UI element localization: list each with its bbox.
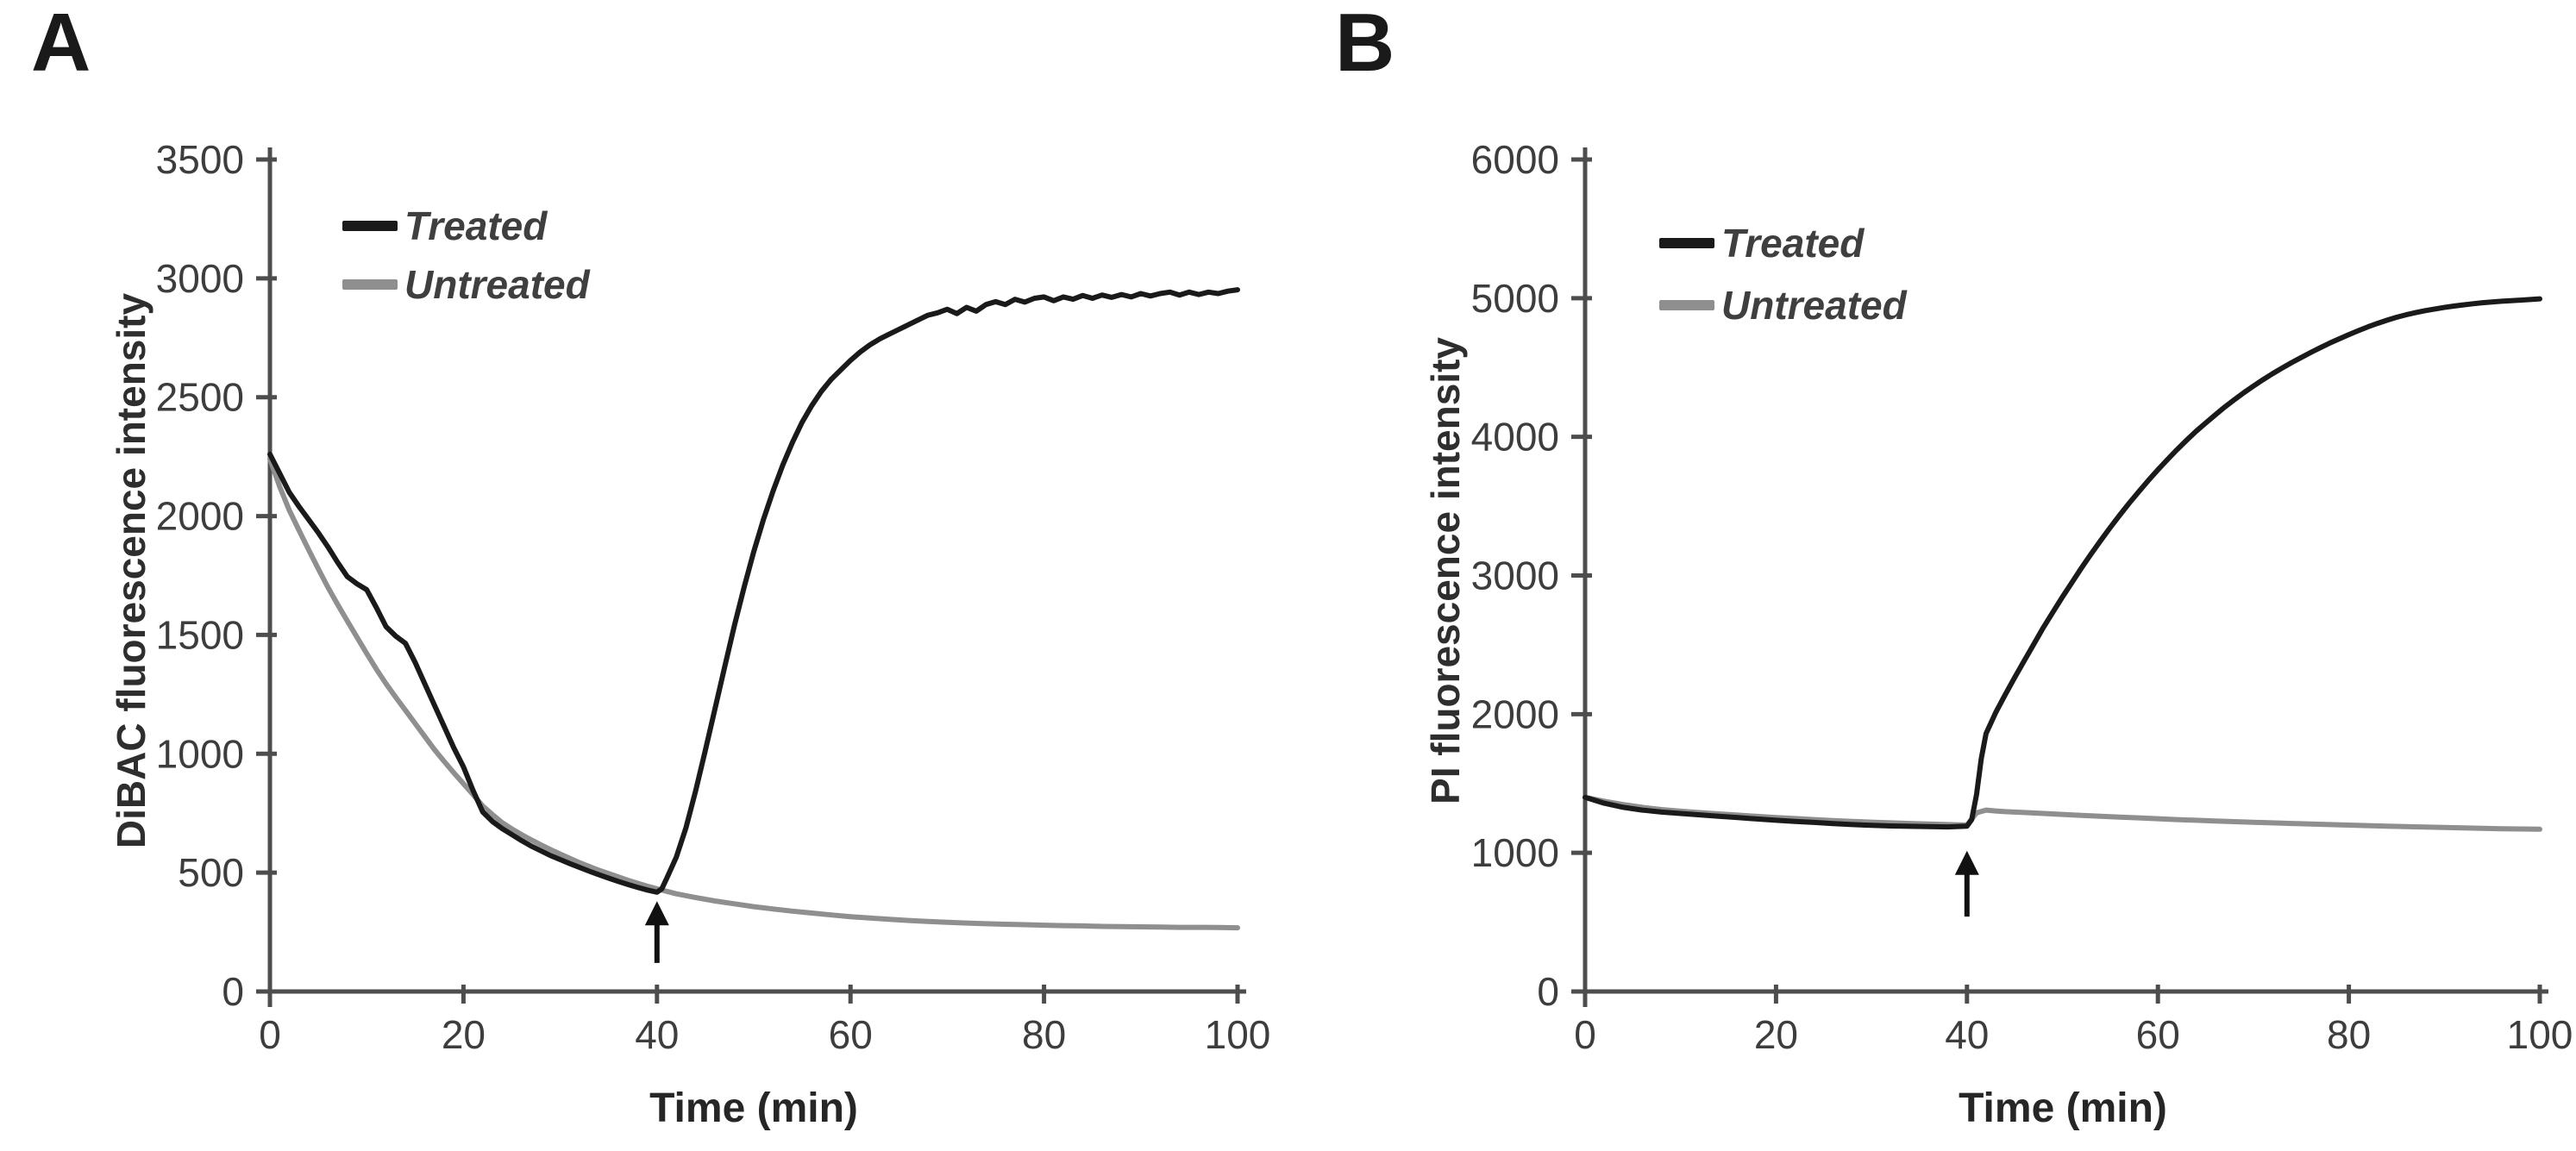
y-tick-label: 1000 [156,731,244,776]
treated-line-swatch [1659,238,1714,248]
untreated-line-swatch [1659,300,1714,310]
y-tick-label: 500 [178,850,244,895]
series-line-treated [1583,296,2542,830]
y-tick-label: 3000 [1471,554,1559,598]
y-tick-label: 6000 [1471,137,1559,182]
legend-item-treated: Treated [342,205,547,247]
legend-label-untreated: Untreated [1721,283,1907,328]
x-tick-label: 40 [635,1012,679,1057]
y-tick-label: 1500 [156,612,244,657]
panel-b-label: B [1335,0,1395,89]
x-tick-label: 80 [1022,1012,1066,1057]
panel-a: 0 500 1000 1500 2000 2500 3000 3500 0 20 40 60 80 100 [156,137,1271,1057]
legend-label-treated: Treated [1721,221,1865,266]
x-tick-label: 60 [2136,1012,2180,1057]
x-tick-label: 80 [2327,1012,2371,1057]
x-tick-label: 100 [1205,1012,1271,1057]
panel-b: 0 1000 2000 3000 4000 5000 6000 0 20 40 60 80 100 [1471,137,2573,1057]
y-tick-label: 0 [1537,969,1559,1014]
x-tick-label: 60 [829,1012,873,1057]
x-tick-label: 20 [1754,1012,1798,1057]
panel-b-x-axis-title: Time (min) [1959,1085,2167,1131]
legend-item-untreated: Untreated [1659,285,1907,326]
x-tick-label: 20 [442,1012,486,1057]
y-tick-label: 3000 [156,256,244,301]
y-tick-label: 5000 [1471,276,1559,321]
y-tick-label: 2500 [156,375,244,420]
panel-a-label: A [31,0,91,89]
series-line-untreated [267,456,1240,931]
legend-label-untreated: Untreated [404,262,590,307]
y-tick-label: 2000 [156,494,244,539]
y-tick-label: 0 [222,969,244,1014]
series-line-treated [267,287,1240,895]
y-tick-label: 4000 [1471,415,1559,460]
y-tick-label: 1000 [1471,830,1559,875]
legend-label-treated: Treated [404,203,548,248]
legend-item-treated: Treated [1659,222,1864,264]
x-tick-label: 100 [2507,1012,2573,1057]
x-tick-label: 40 [1945,1012,1989,1057]
x-tick-label: 0 [259,1012,281,1057]
panel-a-x-axis-title: Time (min) [649,1085,858,1131]
treatment-arrow-head [644,901,669,926]
panel-a-y-axis-title: DiBAC fluorescence intensity [109,292,154,849]
series-line-untreated [1583,794,2542,832]
panel-b-y-axis-title: PI fluorescence intensity [1423,337,1468,804]
legend-item-untreated: Untreated [342,264,590,305]
untreated-line-swatch [342,279,398,290]
y-tick-label: 2000 [1471,691,1559,736]
x-tick-label: 0 [1574,1012,1596,1057]
y-tick-label: 3500 [156,137,244,182]
treatment-arrow-head [1954,850,1979,875]
treated-line-swatch [342,221,398,231]
